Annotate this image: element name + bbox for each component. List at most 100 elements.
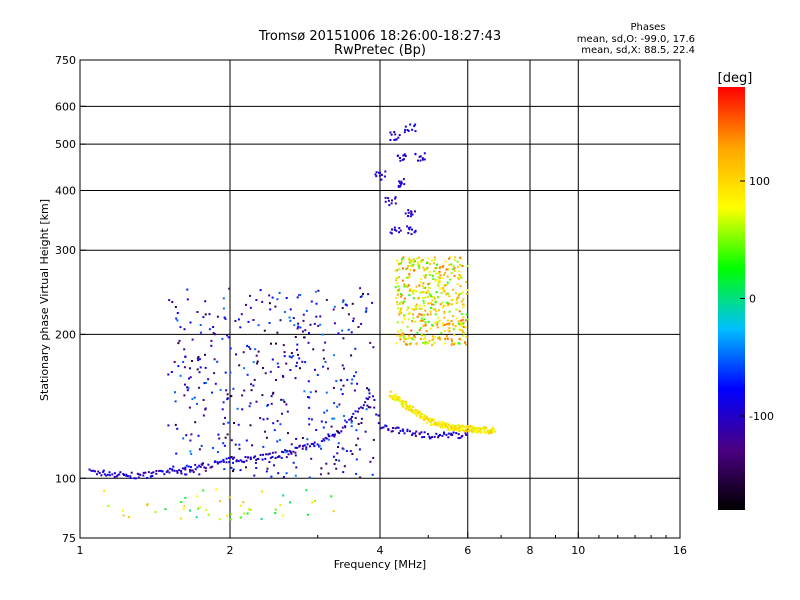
echo-point bbox=[226, 398, 229, 401]
echo-point bbox=[454, 325, 457, 328]
echo-point bbox=[398, 397, 401, 400]
echo-point bbox=[262, 367, 264, 369]
echo-point bbox=[460, 313, 463, 315]
echo-point bbox=[422, 314, 425, 317]
echo-point bbox=[458, 430, 461, 433]
echo-point bbox=[461, 264, 464, 267]
echo-point bbox=[448, 327, 451, 330]
echo-point bbox=[254, 455, 257, 458]
echo-point bbox=[410, 308, 413, 311]
echo-point bbox=[344, 303, 347, 306]
echo-point bbox=[411, 320, 414, 323]
echo-point bbox=[344, 419, 347, 422]
echo-point bbox=[413, 269, 416, 272]
echo-point bbox=[433, 421, 436, 424]
echo-point bbox=[218, 461, 221, 464]
echo-point bbox=[255, 354, 258, 357]
echo-point bbox=[94, 470, 96, 473]
echo-point bbox=[399, 229, 402, 232]
echo-point bbox=[372, 395, 374, 398]
echo-point bbox=[255, 400, 258, 403]
echo-point bbox=[307, 380, 310, 383]
echo-point bbox=[452, 328, 455, 331]
echo-point bbox=[401, 279, 404, 282]
echo-point bbox=[196, 368, 199, 371]
echo-point bbox=[256, 360, 259, 363]
echo-point bbox=[395, 277, 398, 280]
echo-point bbox=[469, 425, 472, 427]
echo-point bbox=[342, 471, 345, 474]
echo-point bbox=[232, 461, 234, 464]
echo-point bbox=[403, 297, 406, 300]
echo-point bbox=[444, 304, 447, 307]
echo-point bbox=[406, 309, 409, 311]
echo-point bbox=[417, 297, 420, 300]
echo-point bbox=[410, 233, 413, 236]
echo-point bbox=[481, 427, 484, 430]
echo-point bbox=[431, 339, 434, 341]
echo-point bbox=[464, 432, 467, 435]
echo-point bbox=[384, 196, 387, 199]
echo-point bbox=[443, 316, 446, 319]
echo-point bbox=[429, 313, 432, 316]
echo-point bbox=[271, 451, 274, 454]
echo-point bbox=[249, 347, 252, 350]
echo-point bbox=[180, 472, 183, 475]
echo-point bbox=[372, 346, 375, 349]
echo-point bbox=[337, 446, 339, 448]
echo-point bbox=[429, 302, 432, 304]
echo-point bbox=[268, 294, 271, 297]
echo-point bbox=[437, 316, 440, 319]
echo-point bbox=[228, 461, 231, 464]
echo-point bbox=[308, 396, 311, 399]
echo-point bbox=[462, 326, 465, 328]
echo-point bbox=[288, 355, 291, 358]
echo-point bbox=[314, 368, 316, 371]
echo-point bbox=[255, 459, 258, 461]
echo-point bbox=[435, 310, 438, 313]
echo-point bbox=[447, 319, 449, 322]
echo-point bbox=[274, 512, 277, 515]
echo-point bbox=[335, 459, 338, 461]
echo-point bbox=[411, 213, 414, 216]
echo-point bbox=[289, 501, 291, 504]
echo-point bbox=[208, 313, 211, 316]
echo-point bbox=[249, 402, 252, 405]
echo-point bbox=[431, 299, 434, 302]
echo-point bbox=[347, 313, 350, 316]
echo-point bbox=[301, 447, 304, 450]
echo-point bbox=[424, 276, 427, 279]
echo-point bbox=[327, 367, 329, 370]
echo-point bbox=[439, 303, 442, 306]
echo-point bbox=[401, 158, 404, 161]
echo-point bbox=[308, 423, 311, 426]
echo-point bbox=[400, 183, 403, 186]
echo-point bbox=[186, 386, 189, 389]
echo-point bbox=[458, 294, 460, 296]
echo-point bbox=[243, 460, 246, 463]
echo-point bbox=[341, 447, 344, 450]
echo-point bbox=[405, 403, 408, 406]
echo-point bbox=[203, 466, 206, 469]
echo-point bbox=[97, 470, 100, 473]
echo-point bbox=[249, 456, 252, 459]
echo-point bbox=[409, 405, 411, 408]
echo-point bbox=[407, 215, 409, 217]
echo-point bbox=[445, 426, 448, 429]
echo-point bbox=[173, 361, 176, 363]
echo-point bbox=[463, 332, 466, 335]
echo-point bbox=[396, 293, 399, 296]
echo-point bbox=[427, 433, 429, 436]
echo-point bbox=[395, 297, 398, 299]
echo-point bbox=[400, 294, 403, 297]
echo-point bbox=[419, 281, 422, 284]
echo-point bbox=[459, 264, 462, 266]
echo-point bbox=[241, 394, 244, 397]
echo-point bbox=[407, 232, 410, 235]
echo-point bbox=[260, 517, 263, 520]
echo-point bbox=[409, 337, 412, 340]
echo-point bbox=[405, 338, 407, 340]
echo-point bbox=[230, 395, 233, 398]
echo-point bbox=[228, 287, 231, 290]
echo-point bbox=[424, 334, 427, 337]
